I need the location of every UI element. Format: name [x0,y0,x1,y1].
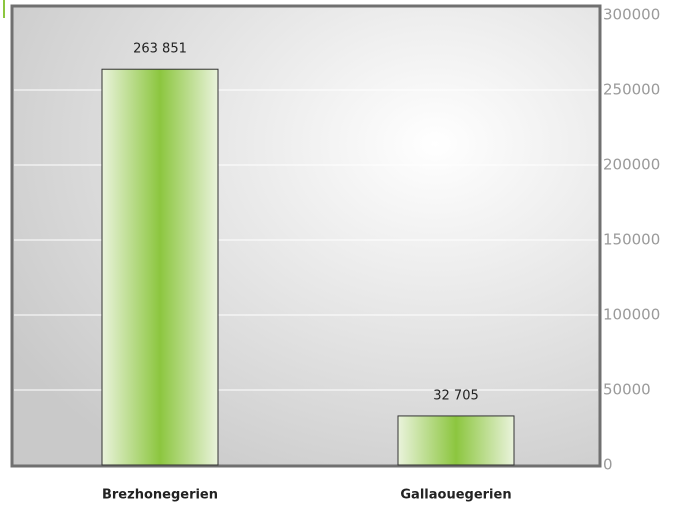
value-label: 263 851 [133,42,187,57]
y-tick-label: 150000 [603,231,660,249]
y-tick-label: 0 [603,456,613,474]
plot-frame [10,4,602,468]
y-tick-label: 300000 [603,6,660,24]
value-label: 32 705 [433,388,479,403]
bar [397,415,515,466]
x-tick-label: Gallaouegerien [400,488,511,503]
bar [101,68,219,466]
y-tick-label: 250000 [603,81,660,99]
x-tick-label: Brezhonegerien [102,488,218,503]
y-tick-label: 200000 [603,156,660,174]
y-tick-label: 100000 [603,306,660,324]
y-tick-label: 50000 [603,381,651,399]
